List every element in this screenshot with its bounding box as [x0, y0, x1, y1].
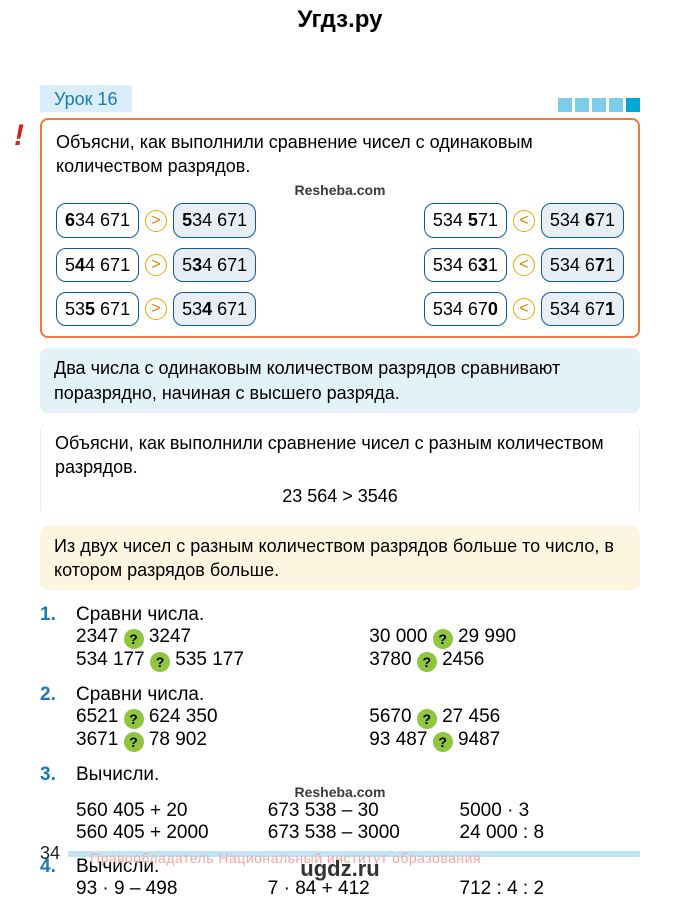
expr: 673 538 – 30: [268, 800, 448, 822]
page-content: ! Объясни, как выполнили сравнение чисел…: [40, 118, 640, 912]
expr: 93 487 ? 9487: [369, 729, 640, 752]
number-box: 534 631: [424, 248, 507, 282]
expr: 24 000 : 8: [460, 822, 640, 844]
expr: 3780 ? 2456: [369, 649, 640, 672]
number-box: 534 670: [424, 292, 507, 326]
question-mark-icon: ?: [433, 629, 453, 649]
expr: 560 405 + 2000: [76, 822, 256, 844]
comparison-op-icon: <: [513, 254, 535, 276]
watermark-inline: Resheba.com: [40, 784, 640, 800]
task: 3. Вычисли. Resheba.com 560 405 + 20560 …: [40, 764, 640, 844]
comp-col-left: 634 671 > 534 671 544 671 > 534 671 535 …: [56, 203, 256, 326]
comparison-op-icon: <: [513, 298, 535, 320]
expr: 534 177 ? 535 177: [76, 649, 347, 672]
attention-icon: !: [14, 116, 24, 157]
comparison-row: 534 631 < 534 671: [424, 248, 624, 282]
rule-summary-blue: Два числа с одинаковым количеством разря…: [40, 348, 640, 413]
rule-intro: Объясни, как выполнили сравнение чисел с…: [56, 130, 624, 179]
question-mark-icon: ?: [124, 629, 144, 649]
question-mark-icon: ?: [124, 732, 144, 752]
comp-col-right: 534 571 < 534 671 534 631 < 534 671 534 …: [424, 203, 624, 326]
square: [626, 98, 640, 112]
number-box: 544 671: [56, 248, 139, 282]
expr: 560 405 + 20: [76, 800, 256, 822]
task-number: 1.: [40, 604, 66, 626]
rule-box: ! Объясни, как выполнили сравнение чисел…: [40, 118, 640, 338]
rule-white-text: Объясни, как выполнили сравнение чисел с…: [55, 431, 625, 480]
decorative-squares: [558, 98, 640, 112]
square: [575, 98, 589, 112]
expr: 6521 ? 624 350: [76, 706, 347, 729]
comparison-row: 534 571 < 534 671: [424, 203, 624, 237]
comparison-row: 535 671 > 534 671: [56, 292, 256, 326]
number-box: 534 671: [541, 292, 624, 326]
lesson-header-bar: Урок 16: [40, 82, 640, 112]
number-box: 534 671: [541, 203, 624, 237]
question-mark-icon: ?: [150, 652, 170, 672]
comparison-row: 634 671 > 534 671: [56, 203, 256, 237]
expr: 2347 ? 3247: [76, 626, 347, 649]
rule-question-white: Объясни, как выполнили сравнение чисел с…: [40, 423, 640, 516]
task: 2. Сравни числа. 6521 ? 624 3503671 ? 78…: [40, 684, 640, 752]
number-box: 634 671: [56, 203, 139, 237]
rule-white-expr: 23 564 > 3546: [55, 484, 625, 508]
expr: 3671 ? 78 902: [76, 729, 347, 752]
question-mark-icon: ?: [433, 732, 453, 752]
task-body: 560 405 + 20560 405 + 2000 673 538 – 3067…: [76, 800, 640, 844]
square: [592, 98, 606, 112]
number-box: 535 671: [56, 292, 139, 326]
number-box: 534 571: [424, 203, 507, 237]
number-box: 534 671: [173, 203, 256, 237]
watermark-inline: Resheba.com: [56, 181, 624, 200]
task-title: Вычисли.: [76, 764, 159, 786]
number-box: 534 671: [173, 248, 256, 282]
question-mark-icon: ?: [124, 709, 144, 729]
square: [609, 98, 623, 112]
task: 1. Сравни числа. 2347 ? 3247534 177 ? 53…: [40, 604, 640, 672]
question-mark-icon: ?: [417, 709, 437, 729]
task-body: 2347 ? 3247534 177 ? 535 177 30 000 ? 29…: [76, 626, 640, 672]
comparison-row: 534 670 < 534 671: [424, 292, 624, 326]
comparison-op-icon: >: [145, 298, 167, 320]
comparison-row: 544 671 > 534 671: [56, 248, 256, 282]
task-title: Сравни числа.: [76, 604, 204, 626]
task-body: 6521 ? 624 3503671 ? 78 902 5670 ? 27 45…: [76, 706, 640, 752]
comparison-grid: 634 671 > 534 671 544 671 > 534 671 535 …: [56, 203, 624, 326]
expr: 673 538 – 3000: [268, 822, 448, 844]
rule-summary-yellow: Из двух чисел с разным количеством разря…: [40, 526, 640, 591]
task-number: 3.: [40, 764, 66, 786]
expr: 5670 ? 27 456: [369, 706, 640, 729]
task-title: Сравни числа.: [76, 684, 204, 706]
number-box: 534 671: [541, 248, 624, 282]
expr: 5000 · 3: [460, 800, 640, 822]
comparison-op-icon: >: [145, 210, 167, 232]
watermark-top: Угдз.ру: [0, 6, 680, 34]
comparison-op-icon: <: [513, 210, 535, 232]
square: [558, 98, 572, 112]
comparison-op-icon: >: [145, 254, 167, 276]
task-number: 2.: [40, 684, 66, 706]
expr: 30 000 ? 29 990: [369, 626, 640, 649]
question-mark-icon: ?: [417, 652, 437, 672]
watermark-bottom: ugdz.ru: [0, 856, 680, 882]
number-box: 534 671: [173, 292, 256, 326]
lesson-label: Урок 16: [40, 85, 132, 112]
